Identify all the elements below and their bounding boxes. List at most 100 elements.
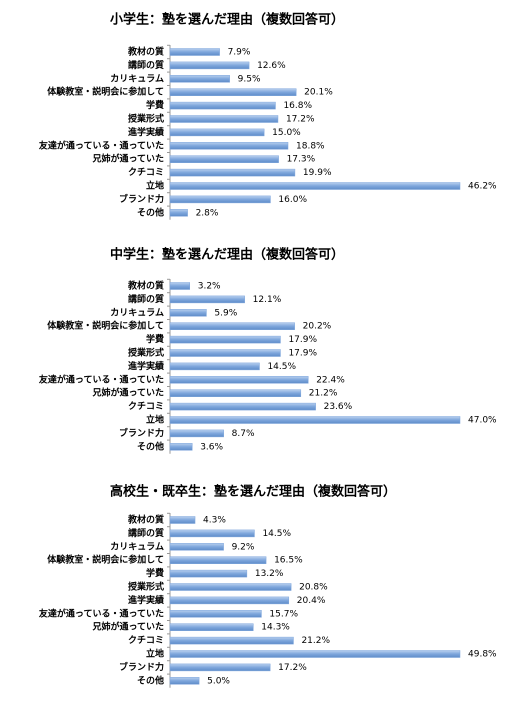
- value-label: 21.2%: [309, 389, 338, 399]
- category-label: 講師の質: [128, 59, 164, 71]
- value-label: 20.2%: [303, 322, 332, 332]
- category-label: 学費: [146, 99, 164, 111]
- bar: [169, 182, 461, 190]
- category-label: 進学実績: [128, 594, 164, 606]
- bar: [169, 61, 250, 70]
- category-label: クチコミ: [128, 635, 164, 646]
- value-label: 5.9%: [214, 308, 237, 318]
- value-label: 21.2%: [301, 636, 330, 646]
- value-label: 15.7%: [269, 609, 298, 619]
- category-label: 授業形式: [128, 347, 164, 359]
- bar: [169, 429, 224, 438]
- value-label: 23.6%: [324, 402, 353, 412]
- value-label: 8.7%: [232, 429, 255, 439]
- value-label: 20.4%: [297, 596, 326, 606]
- value-label: 20.1%: [304, 88, 333, 98]
- category-label: 兄姉が通っていた: [91, 621, 164, 633]
- bar: [169, 322, 295, 330]
- value-label: 17.3%: [287, 155, 316, 165]
- value-label: 14.5%: [267, 362, 296, 372]
- category-label: 兄姉が通っていた: [91, 153, 164, 165]
- bar: [169, 516, 196, 524]
- bar: [169, 48, 220, 56]
- value-label: 19.9%: [303, 168, 332, 178]
- value-label: 49.8%: [468, 650, 497, 660]
- value-label: 14.3%: [261, 623, 290, 633]
- category-label: その他: [137, 440, 164, 452]
- value-label: 17.9%: [288, 335, 317, 345]
- category-label: 授業形式: [128, 113, 164, 125]
- bar: [169, 389, 302, 397]
- bar: [169, 75, 230, 83]
- category-label: 体験教室・説明会に参加して: [47, 554, 164, 566]
- value-label: 9.5%: [238, 74, 261, 84]
- value-label: 22.4%: [316, 375, 345, 385]
- category-label: 学費: [146, 333, 164, 345]
- bar: [169, 101, 276, 110]
- bar: [169, 376, 309, 384]
- category-label: 教材の質: [127, 280, 164, 292]
- category-label: 立地: [146, 180, 164, 192]
- value-label: 17.9%: [288, 349, 317, 359]
- bar: [169, 142, 289, 150]
- value-label: 46.2%: [468, 182, 497, 192]
- category-label: ブランド力: [119, 427, 164, 439]
- bar: [169, 556, 267, 564]
- category-label: 授業形式: [128, 581, 164, 593]
- value-label: 47.0%: [468, 416, 497, 426]
- bar: [169, 195, 271, 204]
- value-label: 4.3%: [203, 516, 226, 526]
- category-label: 体験教室・説明会に参加して: [47, 320, 164, 332]
- category-label: 友達が通っている・通っていた: [39, 139, 164, 151]
- category-label: 進学実績: [128, 126, 164, 138]
- bar: [169, 115, 279, 123]
- category-label: 兄姉が通っていた: [91, 387, 164, 399]
- category-label: 友達が通っている・通っていた: [39, 607, 164, 619]
- bar: [169, 650, 461, 658]
- chart-title: 小学生：塾を選んだ理由（複数回答可）: [110, 12, 344, 28]
- bar: [169, 677, 200, 685]
- category-label: クチコミ: [128, 167, 164, 178]
- value-label: 3.6%: [200, 442, 223, 452]
- bar: [169, 596, 290, 605]
- category-label: カリキュラム: [110, 541, 164, 552]
- bar: [169, 623, 254, 631]
- chart-title: 中学生：塾を選んだ理由（複数回答可）: [110, 247, 344, 263]
- value-label: 2.8%: [196, 208, 219, 218]
- category-label: 立地: [146, 414, 164, 426]
- bar: [169, 335, 281, 344]
- category-label: 教材の質: [127, 514, 164, 526]
- bar: [169, 569, 248, 578]
- category-label: その他: [137, 674, 164, 686]
- chart-title: 高校生・既卒生：塾を選んだ理由（複数回答可）: [110, 484, 396, 500]
- value-label: 13.2%: [255, 569, 284, 579]
- bar: [169, 529, 255, 538]
- category-label: ブランド力: [119, 193, 164, 205]
- category-label: 講師の質: [128, 527, 164, 539]
- category-label: 学費: [146, 567, 164, 579]
- category-label: クチコミ: [128, 401, 164, 412]
- value-label: 9.2%: [232, 542, 255, 552]
- value-label: 18.8%: [296, 141, 325, 151]
- category-label: 教材の質: [127, 46, 164, 58]
- value-label: 17.2%: [278, 663, 307, 673]
- value-label: 3.2%: [198, 282, 221, 292]
- bar: [169, 636, 294, 645]
- category-label: 友達が通っている・通っていた: [39, 373, 164, 385]
- bar: [169, 309, 207, 317]
- category-label: カリキュラム: [110, 307, 164, 318]
- value-label: 16.5%: [274, 556, 303, 566]
- value-label: 15.0%: [272, 128, 301, 138]
- bar: [169, 168, 296, 177]
- value-label: 16.8%: [283, 101, 312, 111]
- value-label: 12.6%: [257, 61, 286, 71]
- category-label: その他: [137, 206, 164, 218]
- category-label: 進学実績: [128, 360, 164, 372]
- category-label: 体験教室・説明会に参加して: [47, 86, 164, 98]
- value-label: 16.0%: [278, 195, 307, 205]
- bar: [169, 443, 193, 451]
- bar: [169, 362, 260, 371]
- value-label: 20.8%: [299, 583, 328, 593]
